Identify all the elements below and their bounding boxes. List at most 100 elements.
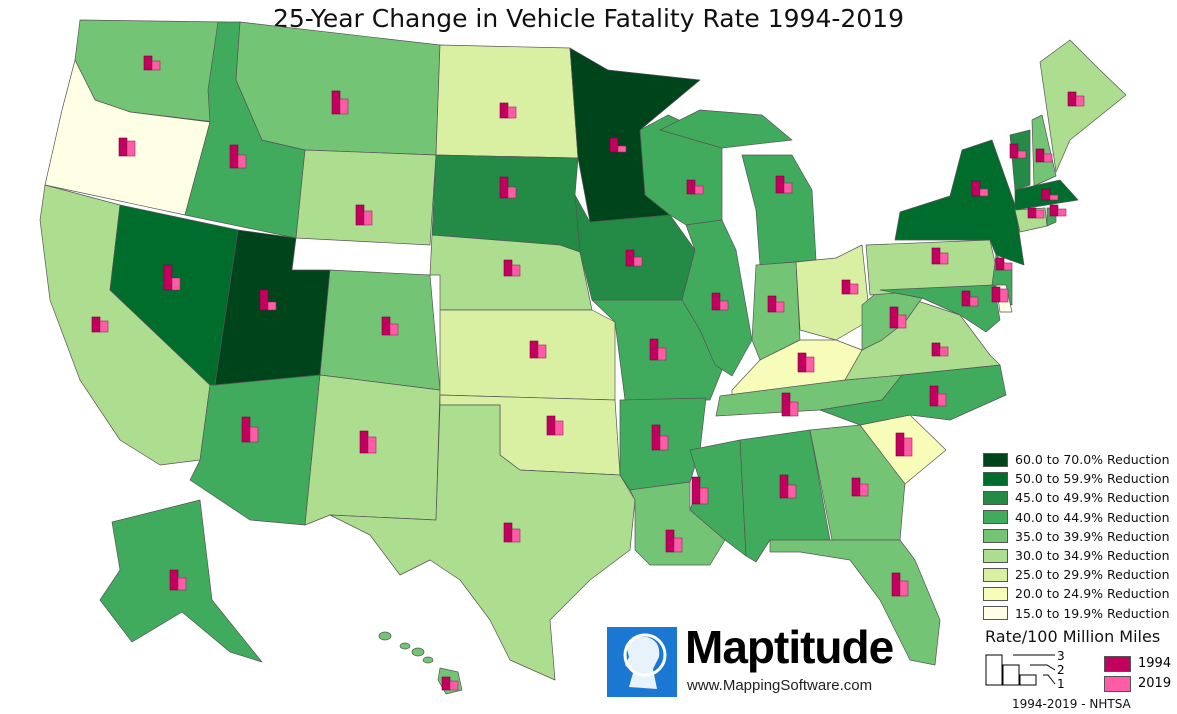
legend-swatch [983,548,1008,563]
state-hi-island[interactable] [411,647,425,657]
state-fl[interactable] [769,539,941,666]
rate-bars-ri [1049,204,1067,217]
bar-2019 [899,580,909,597]
rate-bars-mi [775,175,793,194]
bar-2019 [937,393,947,407]
rate-bars-sd [499,176,517,199]
bar-2019 [1075,95,1085,107]
bar-2019 [367,436,377,454]
state-vt[interactable] [1009,129,1031,191]
rate-bars-ar [651,424,669,451]
state-hi-island[interactable] [399,642,411,650]
state-ny[interactable] [894,139,1025,266]
legend-swatch [983,586,1008,601]
state-la[interactable] [629,481,726,566]
rate-bars-ky [797,352,815,373]
legend-series-2019: 2019 [1104,676,1171,692]
bar-1994 [649,338,659,361]
scale-bar-2 [1002,664,1020,686]
rate-bars-ne [503,259,521,277]
legend-class-1: 50.0 to 59.9% Reduction [983,469,1170,488]
bar-2019 [507,106,517,119]
state-nd[interactable] [435,44,579,159]
state-hi-island[interactable] [422,656,434,664]
bar-2019 [659,435,669,451]
rate-bars-id [229,144,247,169]
rate-bars-in [767,295,785,313]
legend-label: 15.0 to 19.9% Reduction [1015,605,1170,621]
bar-1994 [441,676,451,691]
state-tx[interactable] [329,404,636,681]
bar-1994 [895,432,905,457]
rate-bars-me [1067,91,1085,107]
logo-name: Maptitude [685,621,894,673]
bar-2019 [389,323,399,336]
rate-bars-ca [91,316,109,333]
rate-bars-tn [781,392,799,417]
rate-bars-ia [625,249,643,267]
rate-bars-mt [331,90,349,115]
rate-bars-la [665,529,683,553]
map-title: 25-Year Change in Vehicle Fatality Rate … [273,4,904,33]
rate-bars-nv [163,264,181,291]
bar-1994 [651,424,661,451]
bar-1994 [841,279,851,295]
legend-class-0: 60.0 to 70.0% Reduction [983,450,1170,469]
legend-class-5: 30.0 to 34.9% Reduction [983,546,1170,565]
bar-2019 [897,314,907,329]
legend-label: 60.0 to 70.0% Reduction [1015,452,1170,468]
state-wy[interactable] [295,149,437,246]
bar-2019 [903,437,913,457]
logo-url[interactable]: www.MappingSoftware.com [687,677,873,694]
bar-2019 [1043,153,1053,163]
state-ks[interactable] [439,309,616,401]
legend-label: 25.0 to 29.9% Reduction [1015,567,1170,583]
bar-2019 [775,301,785,313]
bar-1994 [331,90,341,115]
bar-2019 [126,140,136,157]
bar-2019 [449,680,459,691]
bar-2019 [979,188,989,197]
rate-bars-nj [995,257,1013,271]
legend-label: 40.0 to 44.9% Reduction [1015,509,1170,525]
bar-2019 [783,182,793,194]
state-mi-upper-peninsula[interactable] [659,109,793,149]
bar-2019 [267,301,277,311]
rate-bars-ny [971,180,989,197]
rate-bars-de [991,286,1009,303]
rate-bars-wv [889,306,907,329]
legend-class-8: 15.0 to 19.9% Reduction [983,604,1170,623]
bar-1994 [1027,207,1037,219]
rate-bars-tx [503,522,521,543]
bar-1994 [143,55,153,71]
rate-bars-ks [529,340,547,359]
series-label-2019: 2019 [1138,676,1172,691]
bar-2019 [789,401,799,417]
state-az[interactable] [189,374,321,526]
bar-2019 [339,98,349,115]
bar-1994 [241,416,251,443]
bar-1994 [355,204,365,226]
bar-1994 [961,290,971,307]
legend-label: 35.0 to 39.9% Reduction [1015,528,1170,544]
state-hi-island[interactable] [378,631,392,641]
rate-bars-fl [891,572,909,597]
rate-bars-nd [499,102,517,119]
rate-bars-nc [929,385,947,407]
rate-bars-sc [895,432,913,457]
bar-1994 [499,102,509,119]
bar-2019 [1003,262,1013,271]
state-mt[interactable] [235,21,441,156]
legend-label: 30.0 to 34.9% Reduction [1015,548,1170,564]
rate-bars-wi [686,179,704,195]
rate-bars-co [381,316,399,336]
rate-bars-md [961,290,979,307]
bar-1994 [503,259,513,277]
state-mi[interactable] [741,154,817,266]
maptitude-logo[interactable]: Maptitude www.MappingSoftware.com [607,621,897,699]
bar-2019 [537,344,547,359]
bar-1994 [851,477,861,497]
state-co[interactable] [319,269,441,391]
bar-1994 [91,316,101,333]
